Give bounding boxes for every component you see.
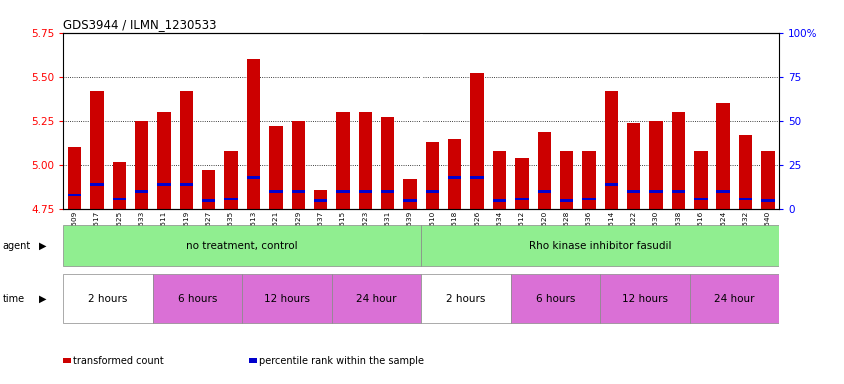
Text: 2 hours: 2 hours — [446, 293, 485, 304]
Bar — [671, 190, 684, 193]
Bar — [336, 190, 349, 193]
Text: percentile rank within the sample: percentile rank within the sample — [259, 356, 424, 366]
Text: 24 hour: 24 hour — [713, 293, 754, 304]
Bar — [648, 190, 662, 193]
Bar — [537, 190, 550, 193]
Bar — [202, 199, 215, 202]
Bar — [336, 112, 349, 209]
Text: Rho kinase inhibitor fasudil: Rho kinase inhibitor fasudil — [528, 241, 671, 251]
Text: ▶: ▶ — [39, 293, 46, 304]
Bar — [269, 126, 282, 209]
Bar — [291, 190, 305, 193]
Bar — [626, 123, 640, 209]
Bar — [421, 225, 778, 266]
Bar — [68, 147, 81, 209]
Bar — [492, 151, 506, 209]
Bar — [180, 184, 193, 186]
Text: GDS3944 / ILMN_1230533: GDS3944 / ILMN_1230533 — [63, 18, 217, 31]
Bar — [515, 158, 528, 209]
Bar — [582, 151, 595, 209]
Bar — [90, 91, 104, 209]
Bar — [626, 190, 640, 193]
Bar — [425, 190, 439, 193]
Bar — [135, 190, 149, 193]
Bar — [738, 135, 751, 209]
Bar — [112, 162, 126, 209]
Bar — [63, 225, 421, 266]
Bar — [246, 176, 260, 179]
Bar — [246, 59, 260, 209]
Bar — [604, 91, 617, 209]
Bar — [358, 190, 371, 193]
Text: 2 hours: 2 hours — [89, 293, 127, 304]
Bar — [135, 121, 149, 209]
Bar — [157, 184, 170, 186]
Bar — [470, 176, 484, 179]
Bar — [425, 142, 439, 209]
Bar — [112, 197, 126, 200]
Text: no treatment, control: no treatment, control — [187, 241, 298, 251]
Text: 24 hour: 24 hour — [356, 293, 397, 304]
Bar — [537, 132, 550, 209]
Bar — [63, 274, 153, 323]
Bar — [447, 139, 461, 209]
Text: time: time — [3, 293, 24, 304]
Bar — [202, 170, 215, 209]
Bar — [421, 274, 510, 323]
Bar — [648, 121, 662, 209]
Text: agent: agent — [3, 241, 30, 251]
Bar — [671, 112, 684, 209]
Bar — [332, 274, 421, 323]
Bar — [689, 274, 778, 323]
Bar — [515, 197, 528, 200]
Bar — [738, 197, 751, 200]
Text: transformed count: transformed count — [73, 356, 164, 366]
Bar — [180, 91, 193, 209]
Bar — [381, 118, 394, 209]
Bar — [225, 197, 237, 200]
Bar — [153, 274, 242, 323]
Bar — [599, 274, 689, 323]
Bar — [358, 112, 371, 209]
Bar — [492, 199, 506, 202]
Bar — [90, 184, 104, 186]
Bar — [716, 103, 729, 209]
Bar — [157, 112, 170, 209]
Bar — [560, 151, 572, 209]
Bar — [269, 190, 282, 193]
Bar — [291, 121, 305, 209]
Bar — [313, 199, 327, 202]
Bar — [225, 151, 237, 209]
Text: 6 hours: 6 hours — [535, 293, 575, 304]
Bar — [560, 199, 572, 202]
Bar — [381, 190, 394, 193]
Text: 6 hours: 6 hours — [178, 293, 217, 304]
Bar — [403, 179, 416, 209]
Bar — [693, 197, 706, 200]
Bar — [242, 274, 332, 323]
Bar — [604, 184, 617, 186]
Text: ▶: ▶ — [39, 241, 46, 251]
Bar — [510, 274, 599, 323]
Bar — [470, 73, 484, 209]
Bar — [447, 176, 461, 179]
Bar — [68, 194, 81, 196]
Text: 12 hours: 12 hours — [621, 293, 667, 304]
Bar — [582, 197, 595, 200]
Bar — [760, 151, 774, 209]
Bar — [693, 151, 706, 209]
Bar — [403, 199, 416, 202]
Text: 12 hours: 12 hours — [263, 293, 310, 304]
Bar — [313, 190, 327, 209]
Bar — [716, 190, 729, 193]
Bar — [760, 199, 774, 202]
